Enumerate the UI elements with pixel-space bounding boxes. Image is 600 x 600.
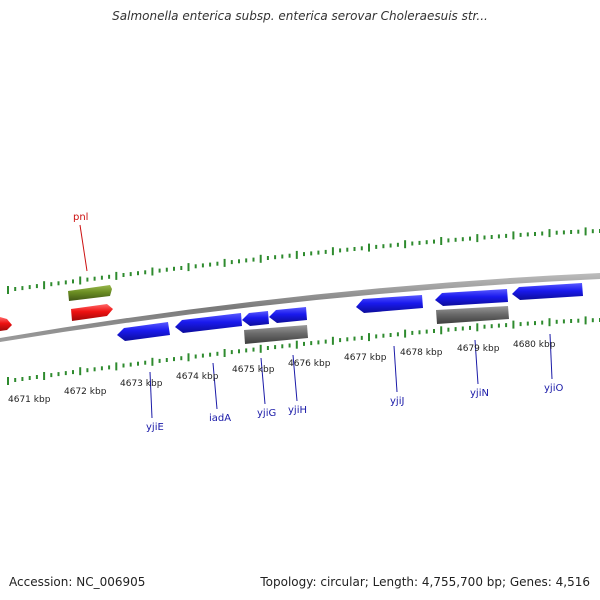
scale-label: 4672 kbp: [64, 387, 107, 397]
scale-label: 4673 kbp: [120, 379, 163, 389]
leader-line-yjiG: [260, 357, 266, 405]
leader-line-iadA: [212, 362, 218, 410]
gene-label-pnl[interactable]: pnl: [73, 212, 88, 223]
gene-label-yjiH[interactable]: yjiH: [288, 405, 307, 416]
genome-backbone: [0, 273, 600, 342]
gene-arrow-iadA[interactable]: [175, 313, 242, 333]
gene-arrow-olive[interactable]: [68, 285, 112, 301]
gene-arrow-yjiN[interactable]: [435, 289, 508, 306]
map-title: Salmonella enterica subsp. enterica sero…: [112, 9, 488, 23]
tick-row-outer: [7, 227, 600, 294]
gene-arrow-yjiE[interactable]: [117, 322, 170, 341]
leader-line-pnl: [79, 224, 88, 272]
scale-label: 4678 kbp: [400, 348, 443, 358]
scale-label: 4674 kbp: [176, 372, 219, 382]
tick-row-inner: [7, 316, 600, 385]
scale-label: 4679 kbp: [457, 344, 500, 354]
topology-text: Topology: circular; Length: 4,755,700 bp…: [260, 575, 590, 589]
leader-line-yjiE: [149, 371, 153, 419]
scale-label: 4680 kbp: [513, 340, 556, 350]
gene-label-yjiO[interactable]: yjiO: [544, 383, 563, 394]
scale-label: 4671 kbp: [8, 395, 51, 405]
gene-label-yjiJ[interactable]: yjiJ: [390, 396, 404, 407]
scale-label: 4677 kbp: [344, 353, 387, 363]
gene-label-iadA[interactable]: iadA: [209, 413, 231, 424]
gene-arrow-yjiG[interactable]: [242, 311, 269, 326]
gene-label-yjiE[interactable]: yjiE: [146, 422, 164, 433]
leader-line-yjiJ: [393, 345, 398, 393]
gene-box-gray-2[interactable]: [436, 306, 509, 324]
gene-label-yjiG[interactable]: yjiG: [257, 408, 276, 419]
gene-label-yjiN[interactable]: yjiN: [470, 388, 489, 399]
gene-box-gray-1[interactable]: [244, 325, 308, 344]
gene-arrow-pnl[interactable]: [71, 304, 113, 321]
gene-arrow-yjiH[interactable]: [269, 307, 307, 323]
gene-arrow-yjiJ[interactable]: [356, 295, 423, 313]
gene-arrow-yjiO[interactable]: [512, 283, 583, 300]
scale-label: 4676 kbp: [288, 359, 331, 369]
scale-label: 4675 kbp: [232, 365, 275, 375]
accession-text: Accession: NC_006905: [9, 575, 146, 589]
leader-line-yjiH: [292, 354, 298, 402]
gene-arrow-partial-red[interactable]: [0, 317, 12, 331]
leader-line-yjiO: [549, 333, 553, 380]
leader-line-yjiN: [474, 339, 479, 385]
